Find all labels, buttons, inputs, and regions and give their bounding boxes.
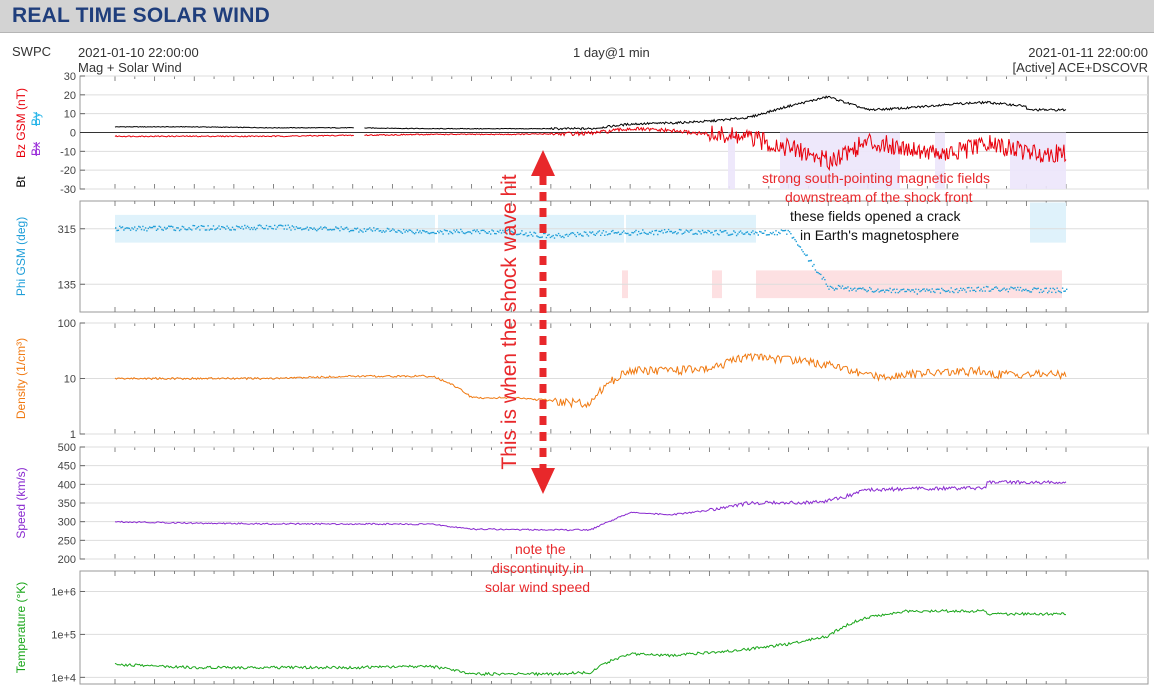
speed-tick-label: 200 — [58, 554, 76, 566]
mag-tick-label: 0 — [70, 128, 76, 140]
end-time: 2021-01-11 22:00:00 — [1028, 45, 1148, 60]
bt-series-line — [114, 95, 1067, 131]
speed-tick-label: 300 — [58, 517, 76, 529]
annotation-crack-2: in Earth's magnetosphere — [800, 227, 960, 243]
speed-tick-label: 350 — [58, 498, 76, 510]
annotation-disc-3: solar wind speed — [485, 579, 591, 595]
mag-tick-label: -30 — [60, 184, 76, 196]
temperature-series-line — [114, 609, 1066, 677]
phi-band-blue-4 — [1030, 202, 1066, 243]
bz-south-shading-1 — [728, 132, 735, 189]
phi-tick-label: 315 — [58, 224, 76, 236]
annotation-crack-1: these fields opened a crack — [790, 208, 961, 224]
start-time: 2021-01-10 22:00:00 — [78, 45, 199, 60]
bx-axis-label: Bx — [29, 142, 43, 156]
temperature-tick-label: 1e+5 — [51, 629, 76, 641]
temperature-tick-label: 1e+4 — [51, 672, 76, 684]
temperature-tick-label: 1e+6 — [51, 586, 76, 598]
speed-tick-label: 400 — [58, 479, 76, 491]
annotation-fields-1: strong south-pointing magnetic fields — [762, 170, 991, 186]
mag-tick-label: -20 — [60, 165, 76, 177]
annotation-disc-2: discontinuity in — [492, 560, 584, 576]
density-tick-label: 100 — [58, 318, 76, 330]
mag-tick-label: -10 — [60, 146, 76, 158]
mag-tick-label: 10 — [64, 109, 76, 121]
shock-arrow-label: This is when the shock wave hit — [498, 174, 521, 469]
mag-tick-label: 30 — [64, 71, 76, 83]
speed-tick-label: 500 — [58, 442, 76, 454]
density-series-line — [114, 352, 1067, 409]
mag-tick-label: 20 — [64, 90, 76, 102]
shock-arrow-head-down — [531, 468, 555, 494]
phi-series-points — [115, 224, 1068, 295]
temperature-axis-label: Temperature (°K) — [14, 582, 28, 674]
bz-series-line — [114, 125, 1067, 172]
panel-frame-5 — [79, 570, 1149, 685]
page-title: REAL TIME SOLAR WIND — [12, 4, 270, 27]
speed-axis-label: Speed (km/s) — [14, 467, 28, 538]
source-label: [Active] ACE+DSCOVR — [1012, 60, 1148, 75]
agency-label: SWPC — [12, 44, 51, 59]
by-axis-label: By — [29, 112, 43, 126]
bz-axis-label: Bz GSM (nT) — [14, 88, 28, 158]
density-tick-label: 10 — [64, 374, 76, 386]
speed-tick-label: 250 — [58, 535, 76, 547]
speed-tick-label: 450 — [58, 461, 76, 473]
annotation-disc-1: note the — [515, 541, 566, 557]
shock-arrow-head-up — [531, 150, 555, 176]
density-tick-label: 1 — [70, 429, 76, 441]
density-axis-label: Density (1/cm³) — [14, 338, 28, 419]
annotation-fields-2: downstream of the shock front — [785, 189, 973, 205]
phi-axis-label: Phi GSM (deg) — [14, 217, 28, 296]
bz-south-shading-3 — [935, 132, 945, 189]
span-label: 1 day@1 min — [573, 45, 650, 60]
product-label: Mag + Solar Wind — [78, 60, 182, 75]
bz-south-shading-4 — [1010, 132, 1066, 189]
title-bar: REAL TIME SOLAR WIND — [0, 0, 1154, 33]
speed-series-line — [114, 479, 1067, 532]
bt-axis-label: Bt — [14, 176, 28, 188]
phi-tick-label: 135 — [58, 279, 76, 291]
